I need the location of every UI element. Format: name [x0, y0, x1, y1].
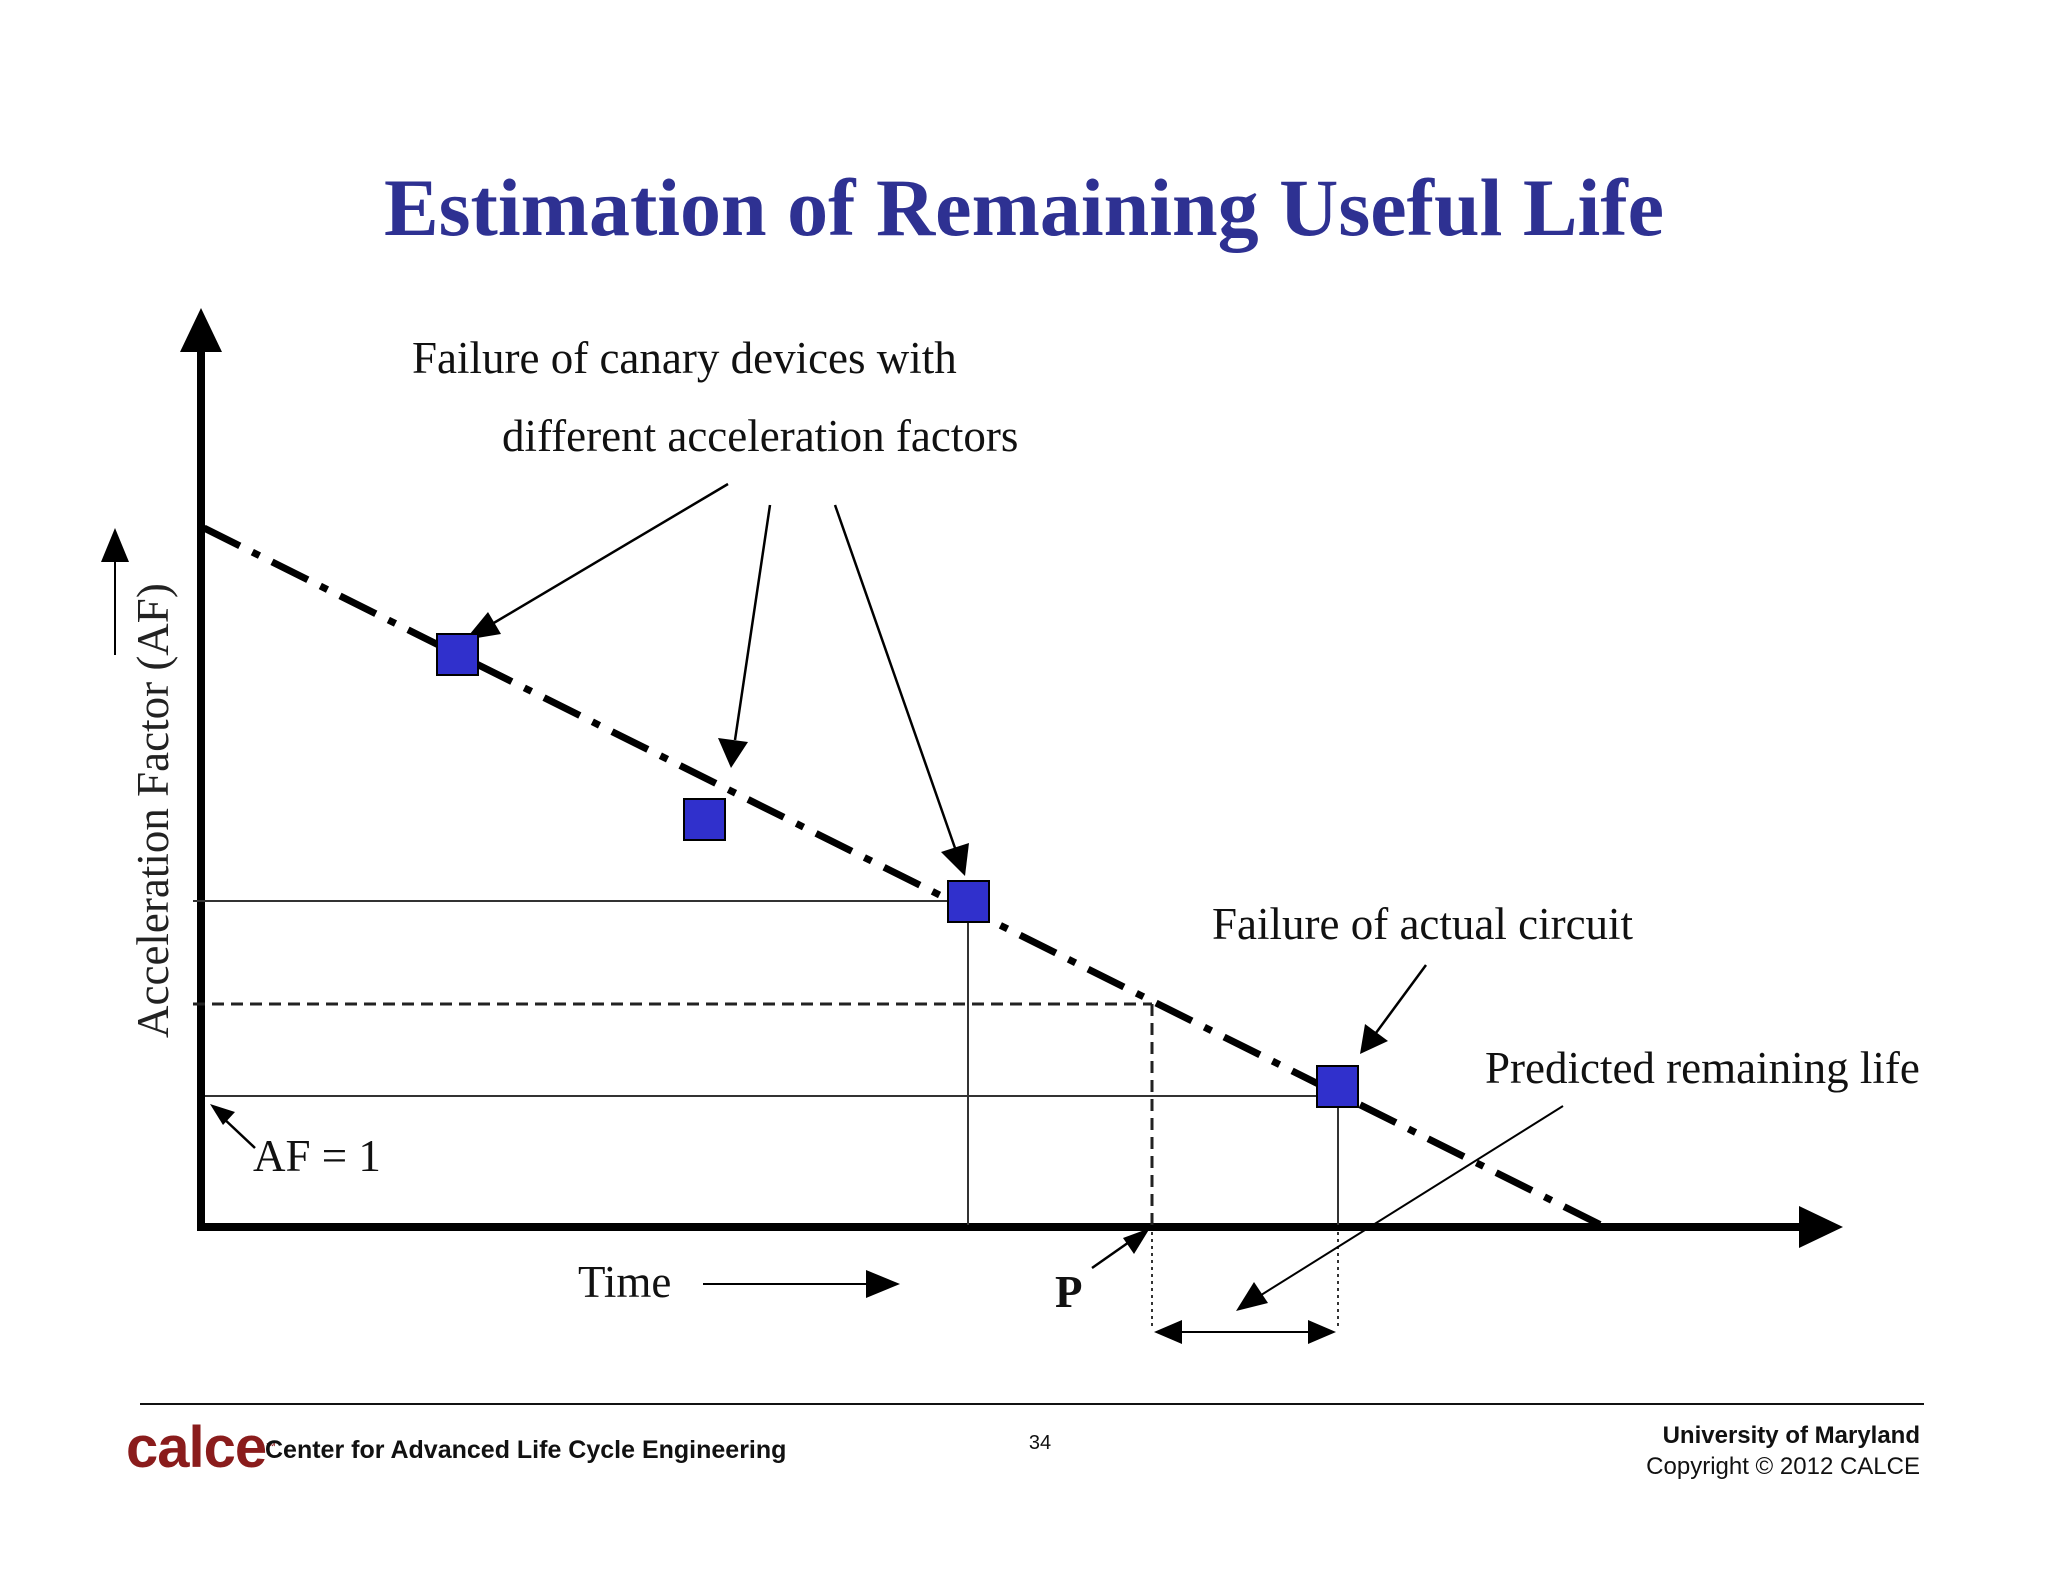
- canary-arrowhead-3: [941, 843, 969, 876]
- y-label-arrowhead: [101, 528, 129, 562]
- canary-callout-line1: Failure of canary devices with: [412, 333, 957, 383]
- slide-title: Estimation of Remaining Useful Life: [383, 162, 1665, 253]
- actual-circuit-arrow: [1371, 964, 1428, 1038]
- calce-logo-text: calce: [126, 1415, 267, 1480]
- center-name: Center for Advanced Life Cycle Engineeri…: [265, 1436, 787, 1464]
- x-axis-arrowhead: [1799, 1206, 1843, 1248]
- canary-failure-marker-1: [436, 633, 479, 676]
- page-number: 34: [1028, 1432, 1052, 1454]
- copyright: Copyright © 2012 CALCE: [1646, 1453, 1920, 1480]
- canary-arrow-2: [733, 504, 772, 741]
- time-arrowhead: [866, 1270, 900, 1298]
- canary-failure-marker-2: [683, 798, 726, 841]
- trend-line: [202, 524, 1607, 1231]
- time-axis-label: Time: [578, 1257, 672, 1307]
- canary-arrow-1: [486, 482, 729, 629]
- y-axis-arrowhead: [180, 308, 222, 352]
- canary-arrow-3: [833, 504, 957, 849]
- calce-logo: calce™: [126, 1415, 276, 1480]
- calce-logo-tm: ™: [266, 1442, 276, 1453]
- university-name: University of Maryland: [1662, 1422, 1920, 1449]
- af-one-arrowhead: [210, 1104, 235, 1125]
- actual-circuit-failure-marker: [1316, 1065, 1359, 1108]
- y-axis-label: Acceleration Factor (AF): [128, 583, 178, 1038]
- predicted-life-callout: Predicted remaining life: [1485, 1043, 1920, 1093]
- af-one-label: AF = 1: [253, 1131, 381, 1181]
- p-label: P: [1055, 1267, 1083, 1317]
- actual-circuit-arrowhead: [1360, 1024, 1388, 1054]
- predicted-life-arrowhead: [1236, 1282, 1268, 1311]
- p-arrow: [1091, 1238, 1133, 1270]
- footer-divider: [140, 1403, 1924, 1405]
- p-arrowhead: [1123, 1228, 1150, 1254]
- actual-circuit-callout: Failure of actual circuit: [1212, 899, 1634, 949]
- canary-callout-line2: different acceleration factors: [502, 411, 1019, 461]
- remaining-life-arrowhead-right: [1308, 1320, 1336, 1344]
- canary-failure-marker-3: [947, 880, 990, 923]
- af-one-arrow: [220, 1115, 256, 1149]
- canary-arrowhead-2: [718, 738, 748, 768]
- predicted-life-arrow: [1257, 1105, 1564, 1298]
- remaining-life-arrowhead-left: [1154, 1320, 1182, 1344]
